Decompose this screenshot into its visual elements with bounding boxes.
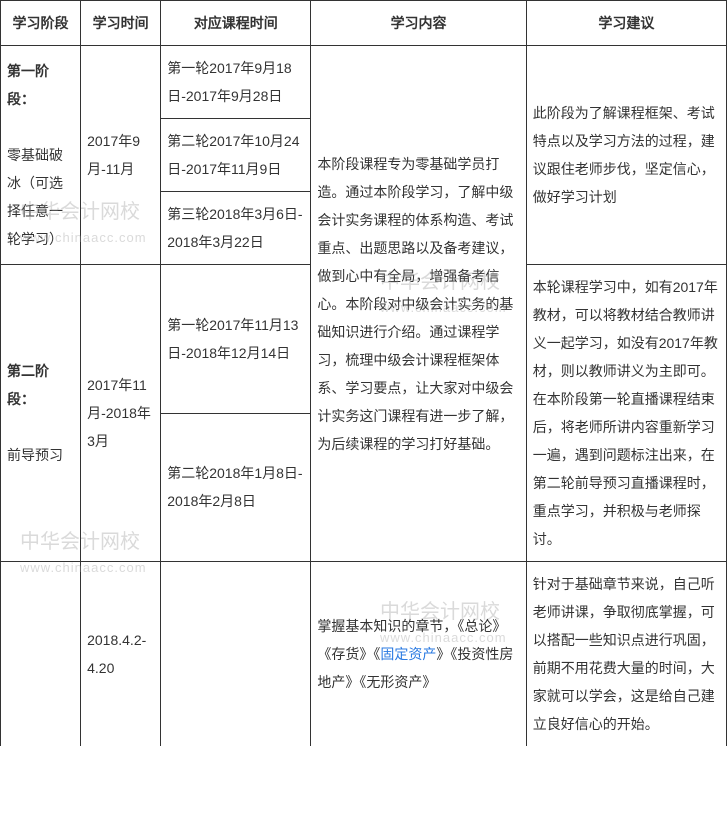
stage2-course2: 第二轮2018年1月8日-2018年2月8日 [161,413,311,562]
row3-content: 掌握基本知识的章节，《总论》《存货》《固定资产》《投资性房地产》《无形资产》 [311,562,526,747]
header-advice: 学习建议 [526,1,726,46]
stage2-rest: 前导预习 [7,447,63,463]
merged-content: 本阶段课程专为零基础学员打造。通过本阶段学习，了解中级会计实务课程的体系构造、考… [311,46,526,562]
header-course: 对应课程时间 [161,1,311,46]
stage1-course3: 第三轮2018年3月6日-2018年3月22日 [161,192,311,265]
header-time: 学习时间 [81,1,161,46]
stage1-course2: 第二轮2017年10月24日-2017年11月9日 [161,119,311,192]
stage1-cell: 第一阶段： 零基础破冰（可选择任意一轮学习） [1,46,81,265]
stage1-time: 2017年9月-11月 [81,46,161,265]
stage2-course1: 第一轮2017年11月13日-2018年12月14日 [161,265,311,414]
stage2-time: 2017年11月-2018年3月 [81,265,161,562]
table-row: 第一阶段： 零基础破冰（可选择任意一轮学习） 2017年9月-11月 第一轮20… [1,46,727,119]
table-row: 2018.4.2-4.20 掌握基本知识的章节，《总论》《存货》《固定资产》《投… [1,562,727,747]
header-stage: 学习阶段 [1,1,81,46]
stage2-bold: 第二阶段： [7,363,49,407]
row3-advice: 针对于基础章节来说，自己听老师讲课，争取彻底掌握，可以搭配一些知识点进行巩固，前… [526,562,726,747]
row3-time: 2018.4.2-4.20 [81,562,161,747]
stage2-advice: 本轮课程学习中，如有2017年教材，可以将教材结合教师讲义一起学习，如没有201… [526,265,726,562]
fixed-asset-link[interactable]: 固定资产 [380,646,436,662]
header-row: 学习阶段 学习时间 对应课程时间 学习内容 学习建议 [1,1,727,46]
stage1-rest: 零基础破冰（可选择任意一轮学习） [7,147,63,247]
header-content: 学习内容 [311,1,526,46]
stage1-bold: 第一阶段： [7,63,49,107]
stage1-advice: 此阶段为了解课程框架、考试特点以及学习方法的过程，建议跟住老师步伐，坚定信心，做… [526,46,726,265]
stage1-course1: 第一轮2017年9月18日-2017年9月28日 [161,46,311,119]
stage3-cell [1,562,81,747]
study-plan-table: 学习阶段 学习时间 对应课程时间 学习内容 学习建议 第一阶段： 零基础破冰（可… [0,0,727,746]
row3-course [161,562,311,747]
stage2-cell: 第二阶段： 前导预习 [1,265,81,562]
